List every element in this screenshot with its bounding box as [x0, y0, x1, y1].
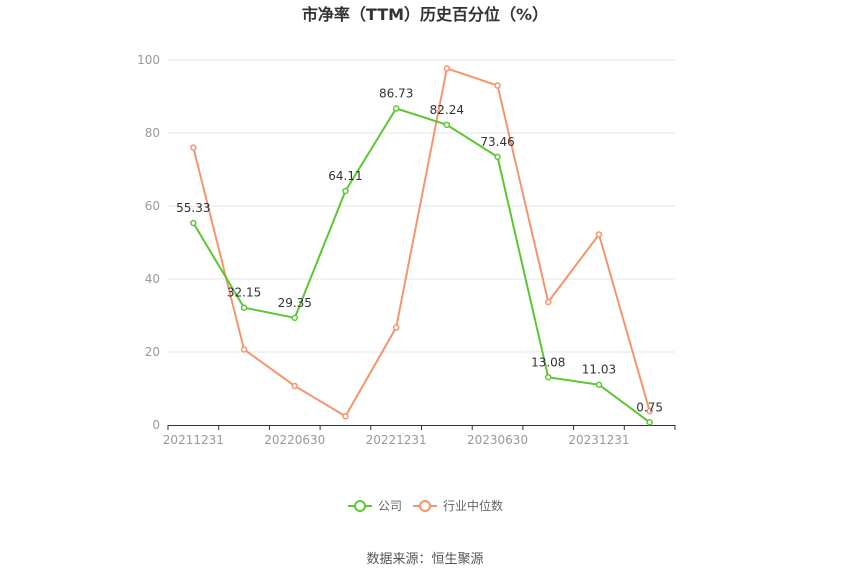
data-label: 64.11 — [328, 169, 362, 183]
data-label: 86.73 — [379, 86, 413, 100]
data-point — [392, 105, 400, 112]
data-point — [545, 374, 552, 381]
data-point — [392, 324, 400, 331]
y-axis-ticks: 0 20 40 60 80 100 — [137, 53, 160, 432]
source-note: 数据来源：恒生聚源 — [366, 552, 483, 567]
data-point — [342, 412, 349, 420]
y-tick-label: 0 — [152, 418, 160, 432]
x-tick-label: 20211231 — [163, 433, 224, 447]
data-point — [545, 298, 552, 306]
data-label: 82.24 — [430, 103, 464, 117]
data-label: 73.46 — [480, 135, 514, 149]
y-tick-label: 60 — [145, 199, 160, 213]
data-point — [240, 346, 248, 353]
data-point — [494, 153, 501, 161]
grid — [168, 59, 675, 353]
data-point — [646, 407, 653, 415]
data-point — [240, 304, 248, 311]
x-tick-label: 20220630 — [264, 433, 325, 447]
data-point — [595, 381, 603, 388]
y-tick-label: 20 — [145, 345, 160, 359]
legend-label: 行业中位数 — [443, 498, 503, 513]
data-point — [595, 231, 603, 238]
legend-label: 公司 — [378, 499, 402, 513]
data-label: 0.75 — [636, 400, 663, 414]
chart-title: 市净率（TTM）历史百分位（%） — [302, 5, 548, 24]
y-tick-label: 40 — [145, 272, 160, 286]
legend[interactable]: 公司 行业中位数 — [348, 498, 503, 513]
data-point — [443, 65, 451, 72]
data-point — [494, 82, 501, 89]
data-label: 29.35 — [278, 296, 312, 310]
data-labels: 55.33 32.15 29.35 64.11 86.73 82.24 73.46 13.08… — [176, 86, 663, 414]
series-group — [190, 65, 653, 426]
data-point — [443, 121, 451, 129]
data-point — [190, 219, 197, 227]
legend-item-1[interactable]: 行业中位数 — [413, 498, 503, 513]
data-point — [291, 382, 298, 390]
legend-item-0[interactable]: 公司 — [348, 499, 402, 513]
data-label: 32.15 — [227, 286, 261, 300]
legend-marker — [354, 500, 366, 512]
series-line-1 — [192, 67, 651, 418]
y-tick-label: 80 — [145, 126, 160, 140]
x-axis-ticks: 20211231 20220630 20221231 20230630 20231231 — [163, 425, 676, 447]
data-point — [291, 314, 298, 322]
series-line-0 — [192, 107, 651, 424]
data-point — [190, 144, 197, 151]
data-label: 13.08 — [531, 355, 565, 369]
x-tick-label: 20231231 — [568, 433, 629, 447]
data-point — [342, 187, 349, 195]
x-tick-label: 20221231 — [366, 433, 427, 447]
data-label: 11.03 — [582, 363, 616, 377]
y-tick-label: 100 — [137, 53, 160, 67]
x-tick-label: 20230630 — [467, 433, 528, 447]
data-label: 55.33 — [176, 201, 210, 215]
data-point — [646, 419, 653, 426]
legend-marker — [419, 500, 431, 512]
